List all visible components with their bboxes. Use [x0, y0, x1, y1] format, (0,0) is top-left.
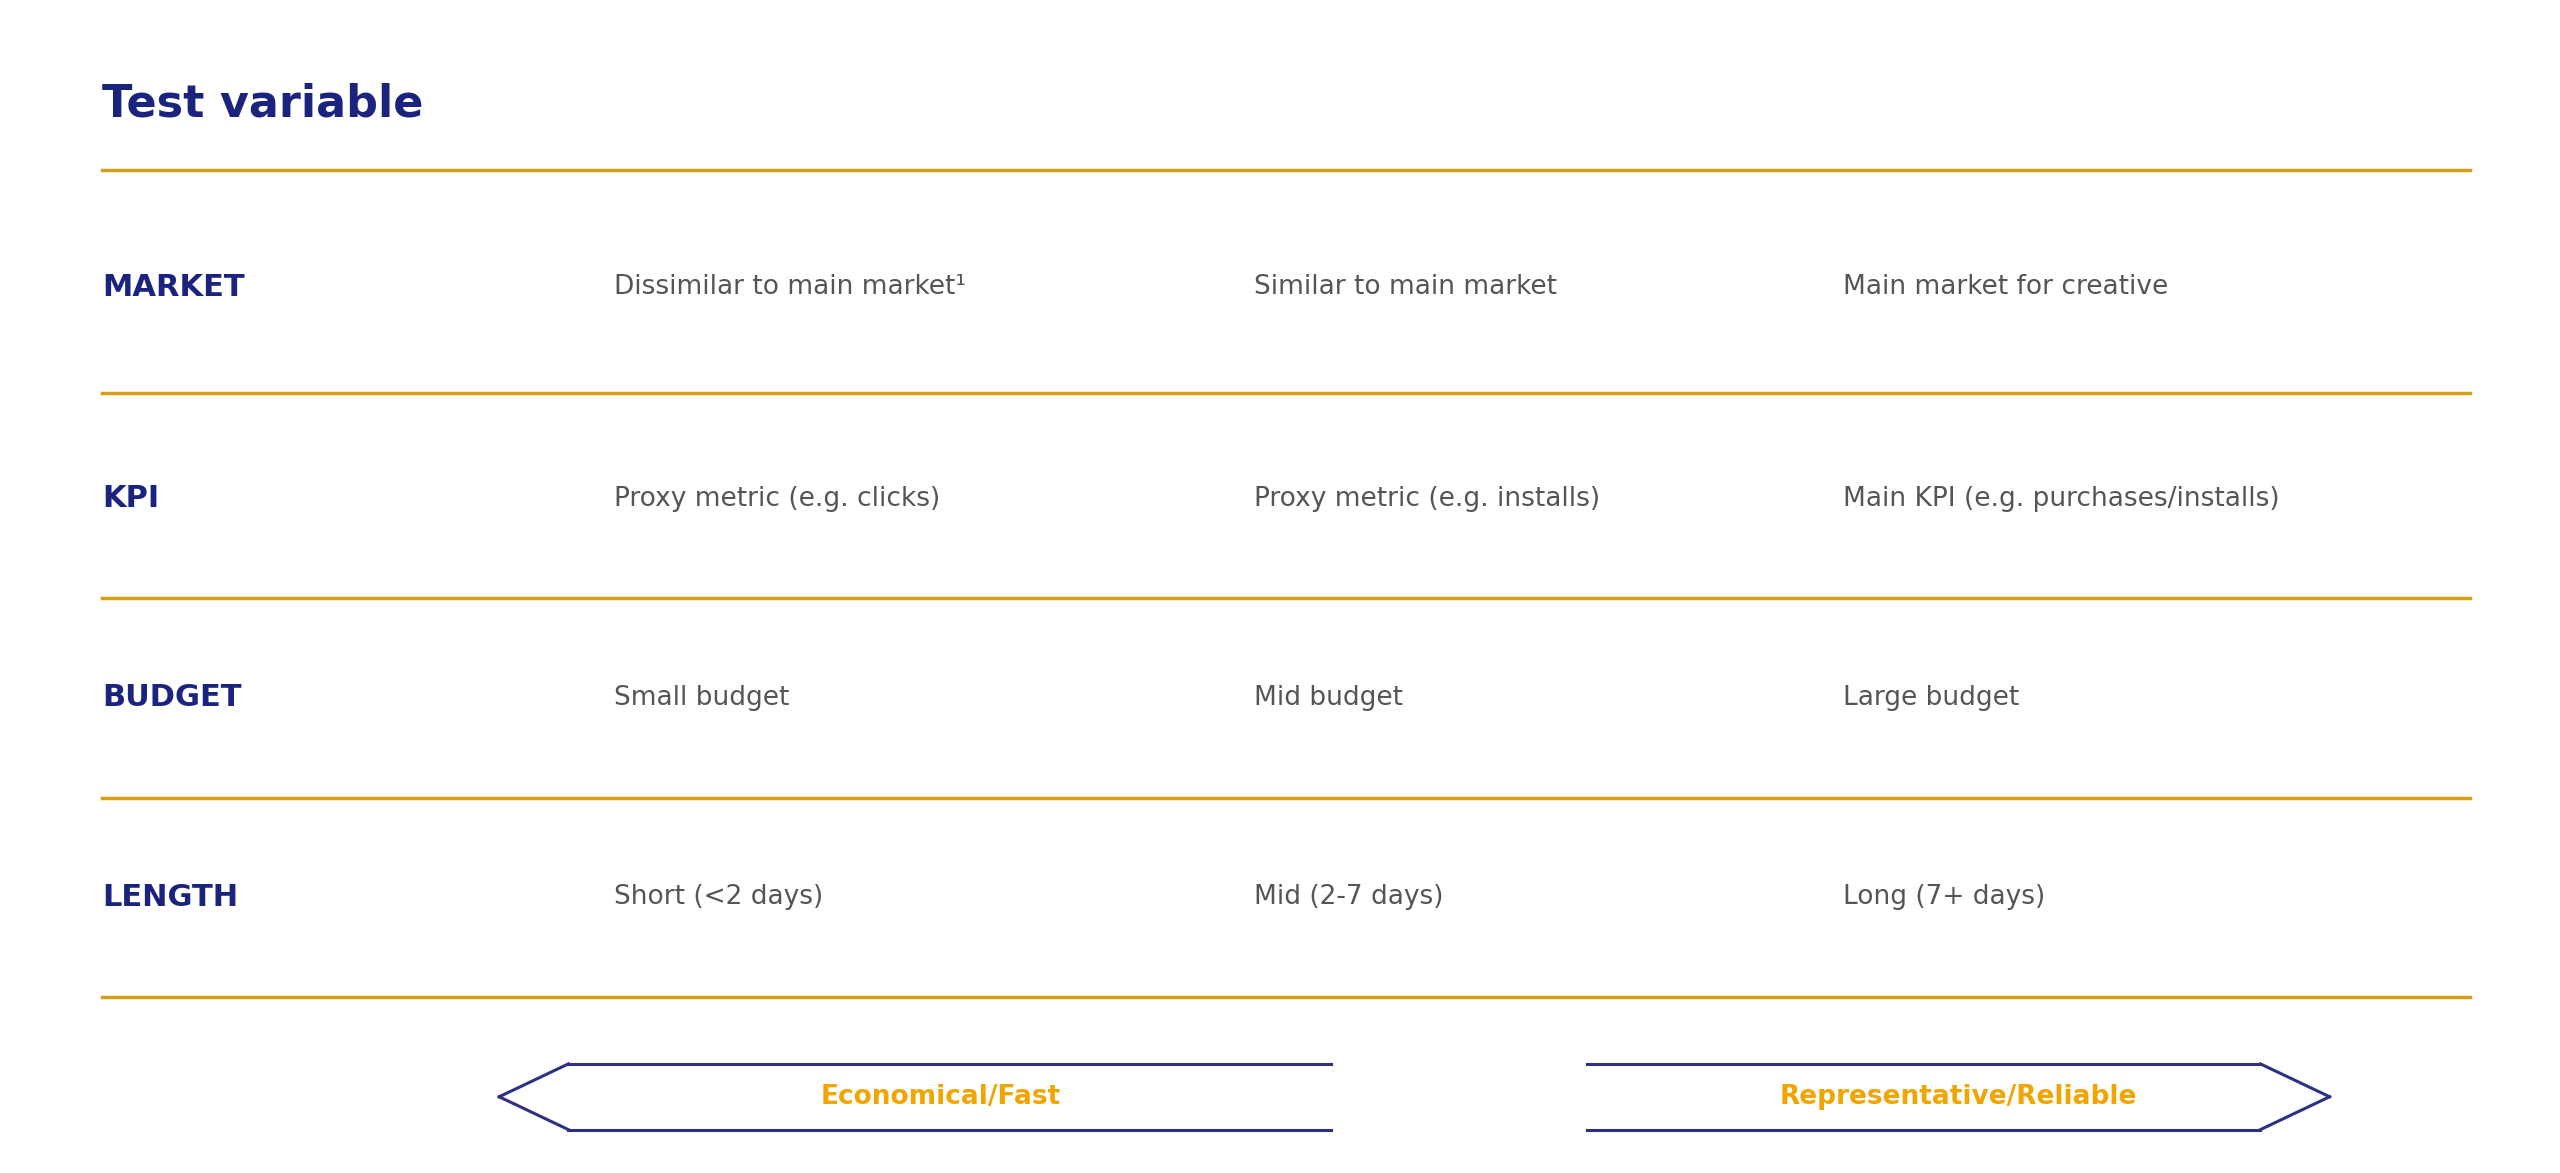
Text: Large budget: Large budget — [1843, 685, 2020, 711]
Text: MARKET: MARKET — [102, 273, 246, 301]
Text: Similar to main market: Similar to main market — [1254, 274, 1556, 300]
Text: Mid budget: Mid budget — [1254, 685, 1403, 711]
Text: Dissimilar to main market¹: Dissimilar to main market¹ — [614, 274, 968, 300]
Text: KPI: KPI — [102, 484, 159, 513]
Text: Mid (2-7 days): Mid (2-7 days) — [1254, 884, 1444, 910]
Text: Representative/Reliable: Representative/Reliable — [1779, 1084, 2138, 1110]
Text: Short (<2 days): Short (<2 days) — [614, 884, 824, 910]
Text: Main KPI (e.g. purchases/installs): Main KPI (e.g. purchases/installs) — [1843, 486, 2281, 511]
Text: Test variable: Test variable — [102, 82, 425, 126]
Text: Long (7+ days): Long (7+ days) — [1843, 884, 2045, 910]
Text: Main market for creative: Main market for creative — [1843, 274, 2168, 300]
Text: Small budget: Small budget — [614, 685, 791, 711]
Text: Economical/Fast: Economical/Fast — [822, 1084, 1060, 1110]
Text: BUDGET: BUDGET — [102, 684, 241, 712]
Text: LENGTH: LENGTH — [102, 883, 238, 911]
Text: Proxy metric (e.g. installs): Proxy metric (e.g. installs) — [1254, 486, 1600, 511]
Text: Proxy metric (e.g. clicks): Proxy metric (e.g. clicks) — [614, 486, 940, 511]
